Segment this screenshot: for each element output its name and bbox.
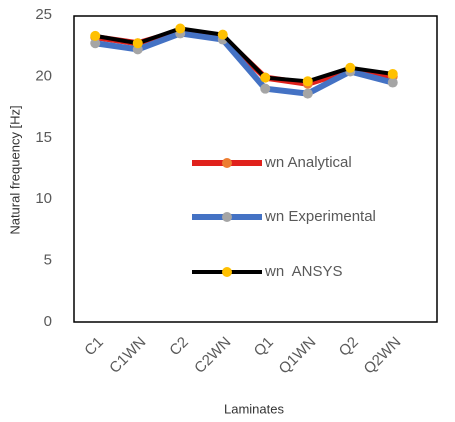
data-point <box>260 72 271 83</box>
legend-marker <box>222 158 232 168</box>
x-tick-label: Q2WN <box>361 334 405 378</box>
x-tick-label: C2WN <box>191 334 234 377</box>
y-axis-title: Natural frequency [Hz] <box>7 105 22 234</box>
data-point <box>175 23 186 34</box>
y-tick-label: 25 <box>35 6 52 23</box>
data-point <box>260 83 271 94</box>
legend-label: wn Analytical <box>264 154 352 171</box>
legend-label: wn Experimental <box>264 208 376 225</box>
legend-label: wn ANSYS <box>264 263 343 280</box>
series-line <box>94 26 394 84</box>
legend-marker <box>222 212 232 222</box>
data-point <box>90 30 101 41</box>
data-point <box>387 68 398 79</box>
data-point <box>345 62 356 73</box>
y-tick-label: 20 <box>35 67 52 84</box>
data-point <box>217 29 228 40</box>
y-tick-label: 0 <box>44 313 52 330</box>
data-point <box>302 88 313 99</box>
data-point <box>132 38 143 49</box>
y-tick-label: 10 <box>35 190 52 207</box>
y-tick-label: 15 <box>35 129 52 146</box>
x-axis-title: Laminates <box>224 401 284 416</box>
x-tick-label: Q1WN <box>276 334 320 378</box>
y-tick-label: 5 <box>44 252 52 269</box>
legend-marker <box>222 267 232 277</box>
x-tick-label: C1 <box>81 334 107 360</box>
x-tick-label: C2 <box>166 334 192 360</box>
x-tick-label: C1WN <box>106 334 149 377</box>
x-tick-label: Q2 <box>336 334 362 360</box>
plot-frame <box>73 15 438 323</box>
data-point <box>90 38 101 49</box>
series-line <box>94 30 394 97</box>
data-point <box>302 76 313 87</box>
x-tick-label: Q1 <box>251 334 277 360</box>
data-point <box>387 77 398 88</box>
